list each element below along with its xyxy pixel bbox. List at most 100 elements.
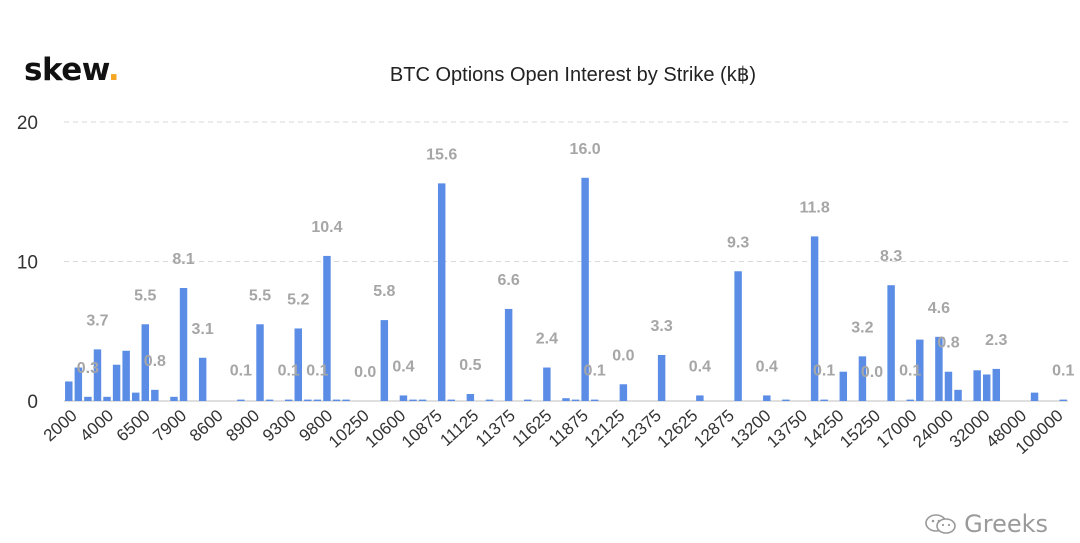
bar (485, 399, 494, 401)
x-tick-label: 2000 (40, 406, 81, 445)
data-label: 0.1 (899, 363, 921, 380)
data-label: 2.4 (536, 331, 558, 348)
x-tick-label: 13750 (763, 406, 811, 452)
bar (103, 396, 111, 401)
bar (887, 285, 895, 401)
bar (323, 255, 331, 401)
bar (313, 399, 322, 401)
data-label: 0.3 (77, 360, 99, 377)
bar (170, 396, 178, 401)
data-label: 9.3 (727, 234, 749, 251)
bar (1059, 399, 1067, 401)
bar (504, 308, 513, 401)
bar (562, 398, 570, 401)
bar (409, 399, 417, 401)
bar (810, 236, 819, 401)
data-label: 0.1 (306, 363, 328, 380)
data-label: 0.1 (1052, 363, 1074, 380)
bar (131, 392, 140, 401)
data-label: 0.0 (612, 347, 634, 364)
data-label: 0.1 (584, 363, 606, 380)
data-label: 0.4 (392, 358, 414, 375)
x-axis-ticks: 2000400065007900860089009300980010250106… (40, 406, 1067, 458)
bar (619, 384, 628, 401)
x-tick-label: 11375 (472, 406, 519, 451)
data-label: 0.1 (813, 363, 835, 380)
bar (112, 364, 121, 401)
data-label: 8.3 (880, 248, 902, 265)
data-label: 2.3 (985, 332, 1007, 349)
data-label: 15.6 (426, 146, 457, 163)
x-tick-label: 8600 (186, 406, 227, 445)
x-tick-label: 11625 (509, 406, 556, 451)
bar (151, 389, 159, 401)
data-label: 0.8 (937, 335, 959, 352)
bar (1030, 392, 1039, 401)
data-labels: 0.3 3.7 5.5 0.8 8.1 3.1 0.1 5.5 0.1 5.2 0.1 10.4 0.0… (77, 141, 1075, 381)
bar (543, 367, 551, 401)
x-tick-label: 15250 (836, 406, 884, 452)
bar (437, 183, 446, 401)
watermark: Greeks (924, 510, 1048, 538)
data-label: 5.5 (249, 287, 271, 304)
data-label: 6.6 (498, 272, 520, 289)
x-tick-label: 8900 (222, 406, 263, 445)
data-label: 3.3 (650, 318, 672, 335)
bar (237, 399, 245, 401)
data-label: 5.2 (287, 291, 309, 308)
x-tick-label: 12375 (617, 406, 665, 452)
bar (763, 395, 771, 401)
data-label: 0.0 (861, 364, 883, 381)
bar (342, 399, 350, 401)
data-label: 0.1 (278, 363, 300, 380)
data-label: 10.4 (311, 219, 342, 236)
data-label: 0.5 (459, 357, 481, 374)
bar (954, 389, 962, 401)
x-tick-label: 10250 (325, 406, 373, 452)
bar (65, 381, 73, 401)
data-label: 0.0 (354, 364, 376, 381)
bars (65, 177, 1067, 401)
data-label: 0.4 (756, 358, 778, 375)
data-label: 3.1 (192, 321, 214, 338)
y-tick-label: 0 (27, 392, 38, 413)
data-label: 5.8 (373, 283, 395, 300)
bar (399, 395, 408, 401)
logo-text: skew (24, 52, 108, 88)
bar (179, 288, 188, 401)
x-tick-label: 4000 (76, 406, 117, 445)
logo-dot: . (107, 52, 120, 88)
bar (466, 394, 475, 401)
bar (380, 320, 389, 401)
bar (265, 399, 274, 401)
x-tick-label: 11125 (436, 406, 482, 450)
bar (294, 328, 302, 401)
data-label: 0.4 (689, 358, 711, 375)
data-label: 0.1 (230, 363, 252, 380)
y-tick-label: 10 (17, 253, 38, 274)
bar (524, 399, 532, 401)
x-tick-label: 12625 (654, 406, 702, 452)
x-tick-label: 32000 (946, 406, 994, 452)
bar (122, 350, 130, 401)
data-label: 8.1 (172, 251, 194, 268)
data-label: 5.5 (134, 287, 156, 304)
x-tick-label: 10600 (361, 406, 409, 452)
bar (198, 357, 207, 401)
y-tick-label: 20 (17, 113, 38, 134)
bar (657, 354, 666, 401)
x-tick-label: 14250 (800, 406, 848, 452)
bar (571, 399, 580, 401)
data-label: 3.2 (851, 319, 873, 336)
bar (782, 399, 790, 401)
bar (74, 367, 83, 401)
x-tick-label: 7900 (149, 406, 190, 445)
data-label: 4.6 (928, 300, 950, 317)
chart-title: BTC Options Open Interest by Strike (k฿) (389, 64, 757, 86)
bar (447, 399, 455, 401)
x-tick-label: 17000 (873, 406, 921, 452)
bar (858, 356, 867, 401)
bar (734, 271, 742, 401)
data-label: 11.8 (799, 199, 829, 216)
